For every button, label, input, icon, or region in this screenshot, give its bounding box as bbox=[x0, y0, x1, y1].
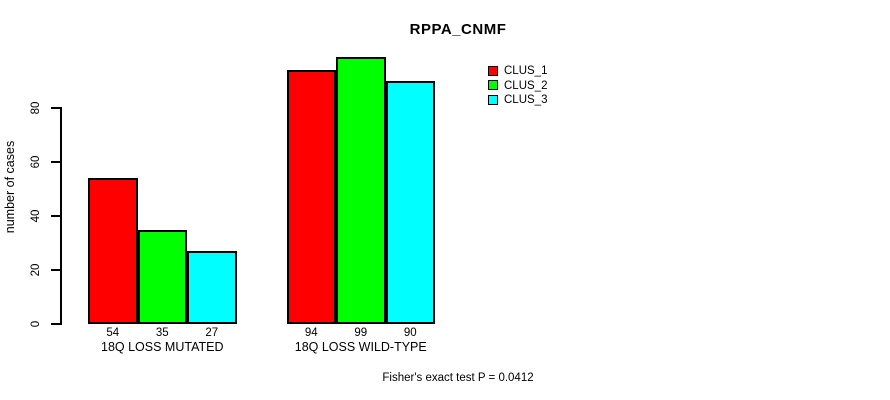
y-tick-label: 80 bbox=[30, 101, 42, 115]
y-tick-mark bbox=[51, 161, 62, 163]
stat-text: Fisher's exact test P = 0.0412 bbox=[382, 372, 534, 384]
group-label: 18Q LOSS WILD-TYPE bbox=[294, 340, 427, 354]
bar-value-label: 27 bbox=[205, 326, 219, 339]
bar-clus_3-group2 bbox=[385, 81, 435, 324]
bar-value-label: 54 bbox=[106, 326, 120, 339]
y-tick-mark bbox=[51, 323, 62, 325]
y-tick-label: 60 bbox=[30, 155, 42, 169]
bar-clus_2-group2 bbox=[336, 56, 386, 324]
bar-value-label: 35 bbox=[155, 326, 169, 339]
legend-swatch-clus_3 bbox=[488, 94, 498, 105]
legend-swatch-clus_1 bbox=[488, 65, 498, 76]
y-tick-label: 40 bbox=[30, 209, 42, 223]
bar-clus_2-group1 bbox=[137, 229, 187, 324]
chart-title: RPPA_CNMF bbox=[409, 21, 507, 38]
legend-swatch-clus_2 bbox=[488, 80, 498, 90]
y-tick-mark bbox=[51, 107, 62, 109]
legend-label: CLUS_3 bbox=[504, 94, 548, 106]
y-tick-mark bbox=[51, 269, 62, 271]
bar-value-label: 94 bbox=[304, 326, 318, 339]
bar-value-label: 99 bbox=[354, 326, 368, 339]
bar-clus_1-group1 bbox=[88, 178, 138, 324]
y-tick-label: 0 bbox=[30, 320, 42, 328]
bar-clus_1-group2 bbox=[286, 70, 336, 324]
legend-label: CLUS_1 bbox=[504, 65, 548, 77]
y-tick-label: 20 bbox=[30, 263, 42, 277]
group-label: 18Q LOSS MUTATED bbox=[101, 340, 224, 354]
y-axis-label: number of cases bbox=[3, 140, 17, 234]
bar-clus_3-group1 bbox=[187, 251, 237, 324]
bar-value-label: 90 bbox=[403, 326, 417, 339]
y-tick-mark bbox=[51, 215, 62, 217]
legend-label: CLUS_2 bbox=[504, 79, 548, 92]
